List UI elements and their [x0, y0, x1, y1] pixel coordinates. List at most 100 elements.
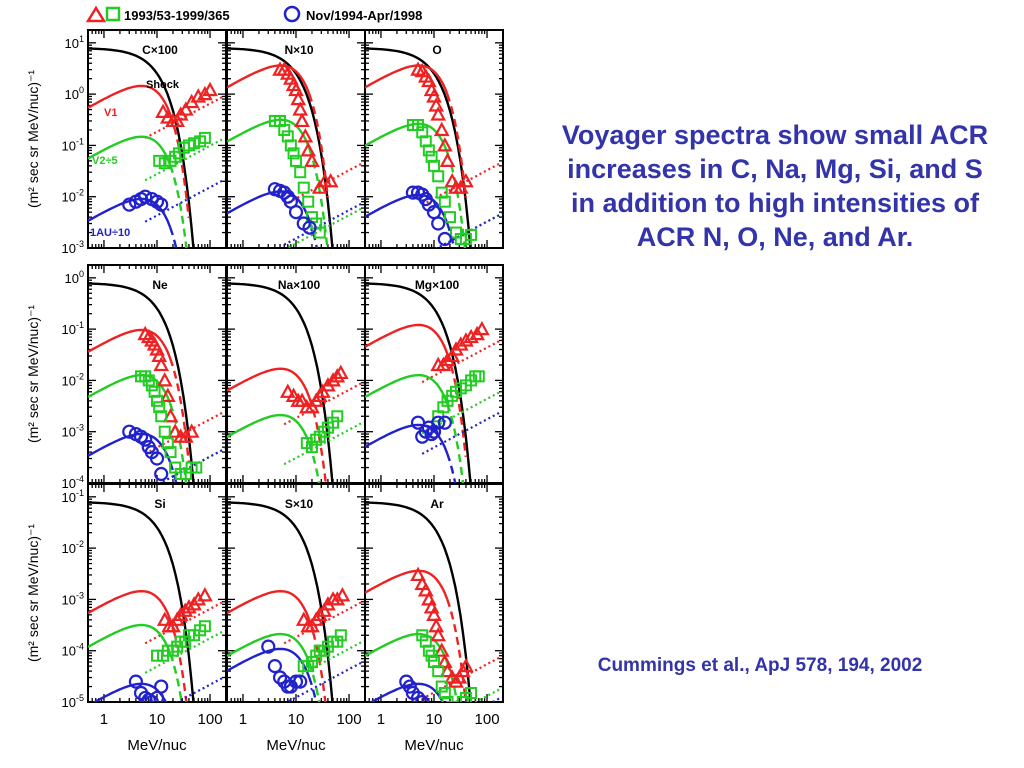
v1-triangle-point [332, 364, 349, 380]
y-tick-label: 10-3 [62, 239, 84, 256]
v2-square-point [294, 166, 307, 179]
x-tick-label: 1 [377, 711, 385, 728]
au1-model-curve [227, 647, 311, 678]
v1-triangle-point [311, 606, 328, 621]
v2-gcr-curve [144, 629, 226, 674]
x-tick-label: 100 [337, 711, 362, 728]
shock-curve [88, 501, 195, 702]
v2-square-point [164, 446, 177, 459]
legend-label: 1993/53-1999/365 [124, 8, 230, 23]
v1-triangle-point [436, 653, 453, 669]
au1-gcr-curve [421, 410, 503, 455]
v1-triangle-point [167, 423, 184, 438]
panel-label: N×10 [284, 43, 313, 57]
panel-label: C×100 [142, 43, 178, 57]
panel-label: S×10 [285, 497, 314, 511]
legend-circle-marker [283, 5, 301, 23]
slide-title: Voyager spectra show small ACR increases… [561, 120, 989, 252]
v1-triangle-point [463, 328, 479, 344]
panel-curves [227, 501, 365, 702]
v1-triangle-point [430, 106, 447, 121]
au1-gcr-curve [284, 660, 365, 702]
v1-triangle-point [294, 112, 310, 128]
v2-model-curve-dashed [169, 164, 188, 248]
v2-model-curve-dashed [446, 151, 467, 248]
v2-square-point [331, 635, 344, 648]
v1-model-curve [88, 328, 172, 359]
v1-model-curve-dashed [446, 93, 467, 198]
v2-gcr-curve [283, 420, 365, 466]
au1-circle-point [154, 197, 169, 212]
y-tick-label: 101 [65, 34, 84, 51]
panel-curves [365, 501, 503, 702]
v2-model-curve [365, 122, 449, 153]
v1-model-curve [88, 84, 172, 115]
panel-Ne: 10-4 10-3 10-2 10-1 100 Ne [62, 264, 227, 491]
v2-square-point [416, 629, 429, 642]
v1-gcr-curve [283, 600, 365, 645]
v1-triangle-point [439, 152, 456, 167]
v2-square-point [198, 131, 211, 144]
v2-square-point [190, 461, 203, 474]
panel-curves [88, 282, 226, 483]
v1-triangle-point [433, 642, 450, 657]
v1-gcr-curve [144, 600, 226, 645]
au1-circle-point [424, 426, 439, 442]
v2-square-point [456, 696, 469, 702]
v2-square-point [302, 195, 315, 208]
legend-square-marker [105, 6, 121, 22]
v1-triangle-point [190, 591, 207, 606]
y-tick-label: 10-4 [62, 474, 84, 491]
au1-circle-point [405, 185, 420, 200]
shock-curve [227, 501, 334, 702]
v2-model-curve-dashed [446, 403, 465, 483]
v1-triangle-point [410, 566, 426, 582]
v2-square-point [278, 123, 291, 136]
au1-circle-point [288, 674, 304, 689]
v2-square-point [287, 147, 300, 160]
shock-curve [365, 501, 472, 702]
x-tick-label: 10 [149, 711, 166, 728]
v2-square-point [441, 696, 454, 702]
v1-model-curve [365, 569, 449, 600]
v1-triangle-point [285, 387, 302, 402]
v2-square-point [432, 665, 445, 678]
au1-circle-point [267, 659, 282, 674]
v1-gcr-curve [283, 381, 365, 426]
v1-model-curve-dashed [169, 619, 188, 702]
v1-label: V1 [104, 107, 117, 119]
panel-curves [227, 282, 365, 483]
v1-model-curve-dashed [308, 396, 327, 483]
v2-square-point [443, 211, 456, 224]
panel-curves [227, 47, 365, 248]
au1-gcr-curve [144, 178, 226, 223]
v2-model-curve [88, 623, 172, 654]
v1-triangle-point [458, 657, 474, 673]
v1-model-curve [227, 64, 311, 95]
au1-circle-point [431, 415, 446, 430]
v1-triangle-point [325, 372, 341, 387]
v2-square-point [425, 649, 438, 662]
au1-label: 1AU÷10 [90, 227, 130, 239]
shock-curve [88, 47, 195, 248]
panel-O: O [364, 29, 504, 249]
v2-square-point [465, 228, 478, 241]
v2-square-point [331, 410, 344, 423]
v1-triangle-point [279, 383, 296, 398]
v2-square-point [151, 394, 163, 407]
au1-circle-point [122, 197, 137, 212]
y-tick-label: 100 [65, 269, 84, 286]
shock-label: Shock [146, 79, 180, 91]
v2-square-point [158, 425, 171, 438]
v1-triangle-point [329, 368, 346, 383]
au1-circle-point [154, 466, 169, 482]
panel-label: Ne [152, 278, 168, 292]
v1-model-curve-dashed [169, 114, 190, 219]
v1-gcr-curve [421, 338, 503, 384]
v1-triangle-point [294, 392, 310, 407]
v2-square-point [438, 195, 451, 208]
v1-model-curve [88, 589, 172, 621]
v2-label: V2÷5 [92, 155, 118, 167]
v2-square-point [432, 170, 445, 183]
v1-model-curve [227, 589, 311, 621]
